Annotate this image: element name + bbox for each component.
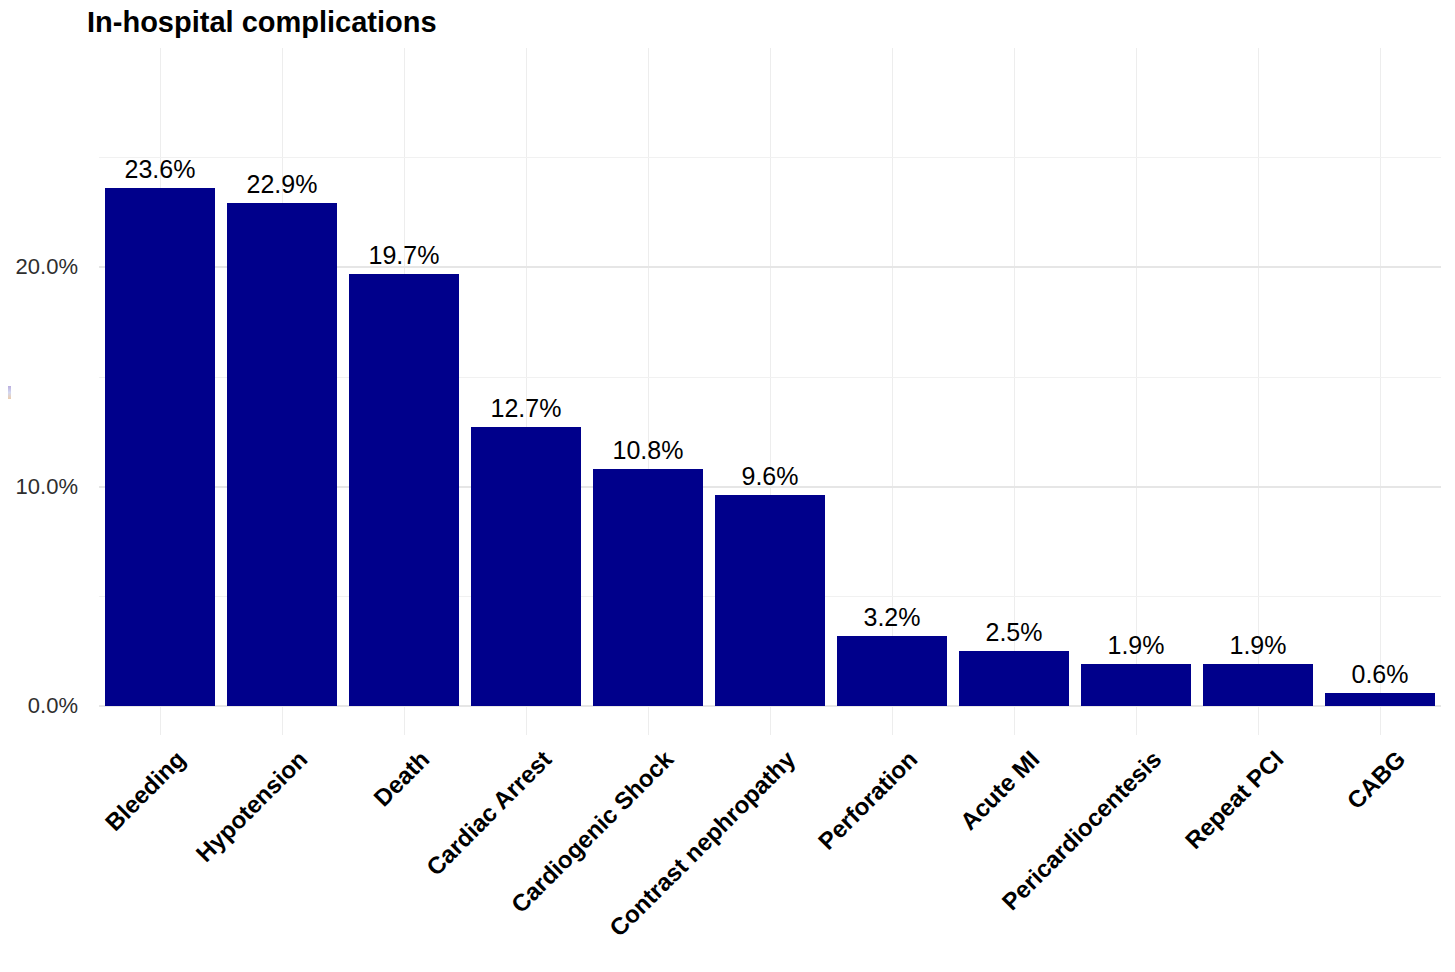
x-gridline (1380, 48, 1381, 735)
bar-bleeding (105, 188, 215, 706)
bar-cardiogenic-shock (593, 469, 703, 706)
bar-value-label: 12.7% (426, 394, 626, 422)
chart-title: In-hospital complications (87, 6, 437, 39)
bar-hypotension (227, 203, 337, 706)
bar-value-label: 19.7% (304, 241, 504, 269)
bar-chart: In-hospital complications 0.0% 10.0% 20.0%… (0, 0, 1455, 972)
x-gridline (892, 48, 893, 735)
x-axis-label-bleeding: Bleeding (0, 746, 190, 972)
bar-value-label: 1.9% (1158, 631, 1358, 659)
bar-contrast-nephropathy (715, 495, 825, 706)
y-axis-tick-label: 10.0% (0, 476, 78, 498)
bar-value-label: 0.6% (1280, 660, 1455, 688)
y-gridline-minor (99, 157, 1441, 158)
y-axis-title-artifact (8, 386, 11, 399)
bar-cardiac-arrest (471, 427, 581, 706)
bar-value-label: 10.8% (548, 436, 748, 464)
bar-cabg (1325, 693, 1435, 706)
bar-acute-mi (959, 651, 1069, 706)
bar-pericardiocentesis (1081, 664, 1191, 706)
bar-death (349, 274, 459, 706)
bar-value-label: 22.9% (182, 170, 382, 198)
y-axis-tick-label: 0.0% (0, 695, 78, 717)
y-axis-tick-label: 20.0% (0, 256, 78, 278)
bar-value-label: 9.6% (670, 462, 870, 490)
bar-perforation (837, 636, 947, 706)
